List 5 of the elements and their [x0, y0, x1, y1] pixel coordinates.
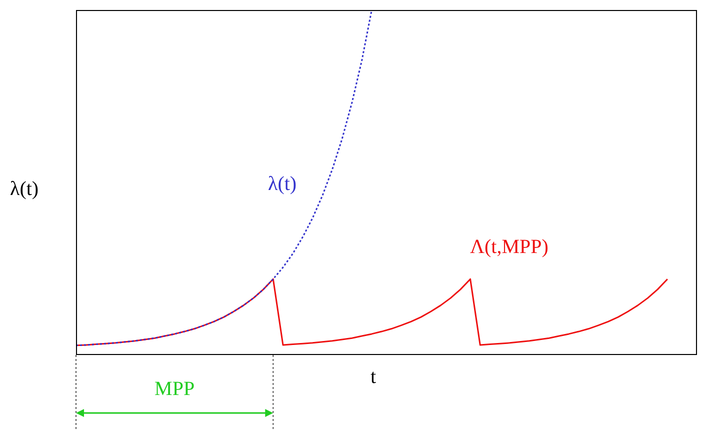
series-label: Λ(t,MPP) — [470, 236, 548, 259]
y-axis-title: λ(t) — [10, 178, 39, 201]
text: MPP — [154, 378, 196, 401]
x-axis-title: t — [370, 366, 376, 389]
series-label: λ(t) — [268, 173, 297, 196]
